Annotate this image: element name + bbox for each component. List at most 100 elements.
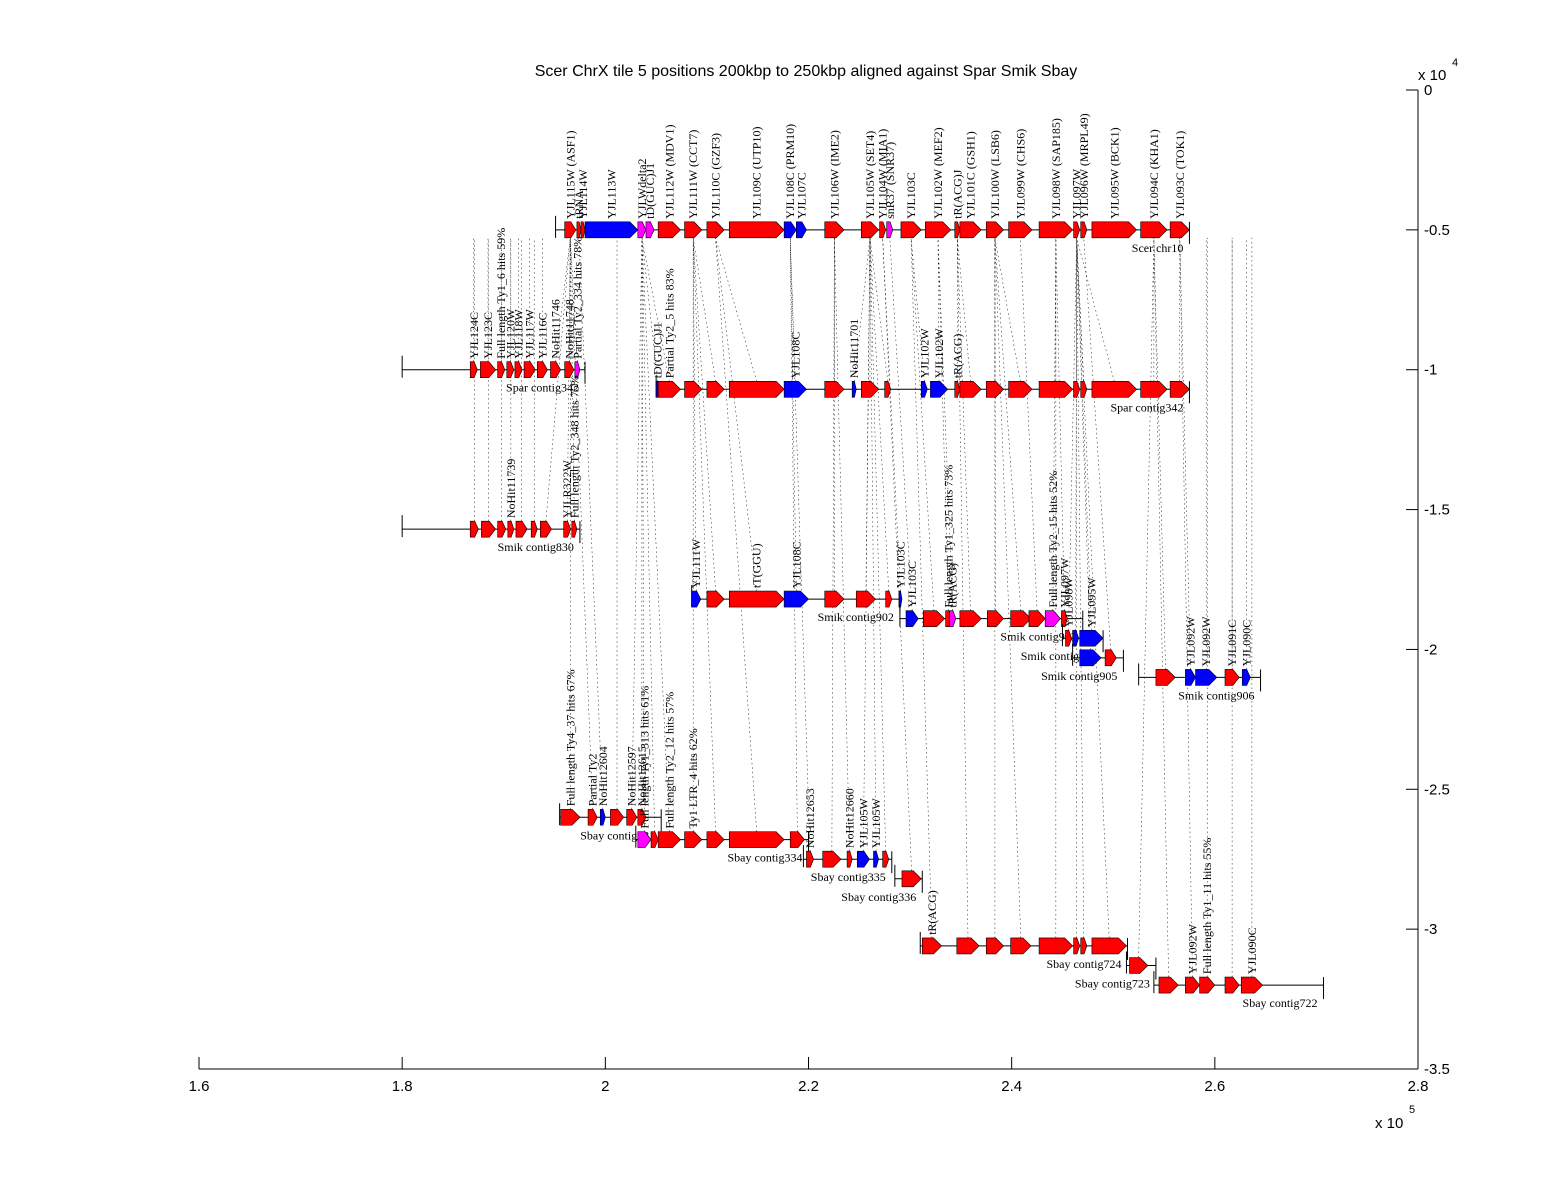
- alignment-link: [1138, 237, 1155, 958]
- gene-label: YJL095W: [1084, 577, 1098, 628]
- gene-feature: [789, 831, 805, 848]
- gene-feature: [657, 221, 681, 239]
- alignment-link: [994, 237, 1021, 382]
- gene-feature: [882, 850, 890, 868]
- alignment-link: [789, 237, 798, 832]
- gene-label: Partial Ty2_5 hits 83%: [662, 268, 676, 378]
- track-name: Spar contig342: [506, 381, 579, 395]
- track-sbay-contig724: tR(ACG) Sbay contig724: [919, 890, 1128, 971]
- gene-label: YJL103C: [893, 541, 907, 588]
- gene-feature: [886, 221, 894, 239]
- gene-label: tD(GUC)J1: [643, 163, 657, 219]
- gene-feature: [637, 808, 647, 826]
- alignment-link: [1020, 237, 1038, 611]
- gene-label: YJL102W (MEF2): [931, 127, 945, 218]
- gene-feature: [497, 361, 506, 379]
- x-tick-label: 2.4: [1001, 1078, 1022, 1095]
- gene-feature: [536, 361, 548, 379]
- gene-feature: [506, 361, 515, 379]
- gene-feature: [571, 520, 578, 538]
- gene-feature: [846, 850, 853, 868]
- alignment-link: [853, 237, 871, 382]
- gene-label: YJL098W: [1062, 577, 1076, 628]
- gene-label: tR(ACG): [950, 334, 964, 379]
- gene-feature: [657, 380, 681, 398]
- gene-feature: [657, 831, 681, 848]
- gene-feature: [822, 850, 842, 868]
- gene-feature: [515, 520, 528, 538]
- gene-feature: [1008, 380, 1033, 398]
- gene-label: NoHit12604: [596, 746, 610, 806]
- gene-feature: [576, 221, 582, 239]
- gene-feature: [1169, 380, 1190, 398]
- gene-feature: [884, 380, 892, 398]
- alignment-link: [1153, 237, 1166, 670]
- gene-label: YJL120W: [503, 308, 517, 359]
- alignment-link: [1076, 237, 1085, 382]
- gene-label: YJL106W (IME2): [827, 130, 841, 219]
- gene-feature: [706, 590, 725, 608]
- gene-feature: [1010, 610, 1032, 627]
- track-smik-contig903: YJL103C Full length Ty1_325 hits 73%tR(AC…: [899, 465, 1084, 644]
- gene-feature: [587, 808, 598, 826]
- x-tick-label: 2: [601, 1078, 609, 1095]
- alignment-link: [692, 237, 716, 382]
- gene-feature: [580, 221, 586, 239]
- gene-label: YJL101C (GSH1): [964, 131, 978, 219]
- gene-feature: [1080, 937, 1088, 955]
- gene-feature: [1104, 649, 1117, 667]
- gene-feature: [507, 520, 515, 538]
- gene-feature: [610, 808, 624, 826]
- gene-label: NoHit12653: [803, 788, 817, 848]
- alignment-link: [834, 237, 850, 852]
- alignment-link: [715, 237, 757, 832]
- track-name: Spar contig342: [1110, 400, 1183, 414]
- gene-feature: [861, 380, 880, 398]
- track-sbay-contig331: Full length Ty4_37 hits 67% Partial Ty2No…: [559, 669, 662, 842]
- gene-label: Full length Ty2_15 hits 52%: [1046, 471, 1060, 608]
- gene-label: tT(GGU): [750, 543, 764, 588]
- gene-label: YJL095W (BCK1): [1107, 127, 1121, 218]
- gene-feature: [706, 831, 725, 848]
- y-tick-label: 0: [1424, 82, 1432, 99]
- gene-label: YJLR322W: [560, 459, 574, 518]
- track-smik-contig906: YJL092W YJL092W YJL091C YJL090C Smik contig9…: [1138, 616, 1262, 702]
- gene-feature: [1185, 669, 1196, 686]
- track-smik-contig904: YJL098W YJL095W Smik contig904: [1021, 577, 1104, 663]
- gene-label: tRNA: [572, 190, 586, 219]
- gene-feature: [985, 380, 1004, 398]
- gene-label: YJL102W: [932, 328, 946, 379]
- alignment-link: [889, 237, 913, 611]
- gene-label: YJL108C (PRM10): [783, 124, 797, 219]
- alignment-link: [641, 237, 670, 832]
- gene-label: YJL093C (TOK1): [1173, 131, 1187, 219]
- gene-label: YJLWdelta2: [635, 158, 649, 218]
- gene-feature: [728, 380, 785, 398]
- gene-feature: [574, 361, 581, 379]
- track-name: Sbay contig722: [1243, 996, 1318, 1010]
- gene-label: YJL109C (UTP10): [750, 127, 764, 219]
- gene-feature: [706, 221, 725, 239]
- gene-feature: [1072, 629, 1080, 647]
- gene-feature: [684, 380, 703, 398]
- gene-feature: [550, 361, 561, 379]
- alignment-link: [789, 237, 796, 382]
- alignment-link: [882, 237, 912, 871]
- gene-feature: [469, 361, 478, 379]
- gene-feature: [1073, 380, 1081, 398]
- gene-feature: [879, 221, 887, 239]
- gene-feature: [1129, 957, 1149, 974]
- y-tick-label: -2: [1424, 641, 1437, 658]
- alignment-link: [578, 237, 604, 810]
- track-name: Scer chr10: [1132, 241, 1184, 255]
- track-smik-contig905: Smik contig905: [1041, 643, 1124, 683]
- alignment-link: [692, 237, 716, 832]
- alignment-link: [831, 237, 835, 852]
- gene-label: YJL104W (MIA1): [876, 129, 890, 219]
- gene-feature: [1224, 976, 1240, 994]
- gene-feature: [564, 361, 575, 379]
- alignment-link: [1179, 237, 1193, 978]
- axes: x 10 5 x 10 4 1.6 1.8 2 2.2 2.4 2.6 2.8 0 -0.5 -1…: [189, 57, 1459, 1132]
- alignment-link: [994, 237, 996, 611]
